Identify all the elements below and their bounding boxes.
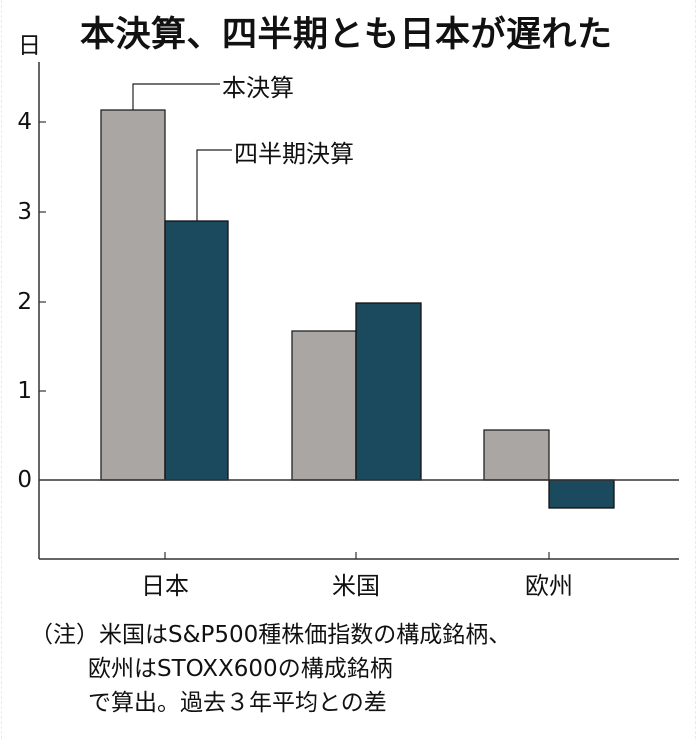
y-tick-label-3: 3 <box>17 199 32 225</box>
chart-title: 本決算、四半期とも日本が遅れた <box>80 15 613 55</box>
footnote-line-2: 欧州はSTOXX600の構成銘柄 <box>88 656 393 682</box>
y-tick-label-0: 0 <box>17 467 32 493</box>
left-dashed-border <box>1 0 2 739</box>
y-tick-marks <box>39 121 46 392</box>
x-category-europe: 欧州 <box>525 572 573 600</box>
y-tick-label-4: 4 <box>17 109 32 135</box>
y-axis-unit-label: 日 <box>18 33 41 59</box>
footnote-line-1: （注）米国はS&P500種株価指数の構成銘柄、 <box>30 622 512 648</box>
x-category-japan: 日本 <box>141 572 189 600</box>
right-dashed-border <box>695 0 696 739</box>
footnote-line-3: で算出。過去３年平均との差 <box>88 690 387 716</box>
footnote: （注）米国はS&P500種株価指数の構成銘柄、 欧州はSTOXX600の構成銘柄… <box>30 618 511 720</box>
bar-europe-quarterly <box>548 479 615 509</box>
bar-us-quarterly <box>355 302 422 481</box>
x-category-us: 米国 <box>332 572 380 600</box>
bar-japan-annual <box>100 109 166 481</box>
bar-europe-annual <box>483 429 550 481</box>
leader-line-quarterly <box>196 149 232 221</box>
y-tick-label-2: 2 <box>17 289 32 315</box>
leader-line-annual <box>132 83 220 110</box>
series-label-quarterly: 四半期決算 <box>234 140 354 168</box>
y-tick-label-1: 1 <box>17 378 32 404</box>
bar-us-annual <box>291 330 357 481</box>
series-label-annual: 本決算 <box>222 74 294 102</box>
x-tick-marks <box>164 552 550 559</box>
bar-japan-quarterly <box>164 220 229 481</box>
